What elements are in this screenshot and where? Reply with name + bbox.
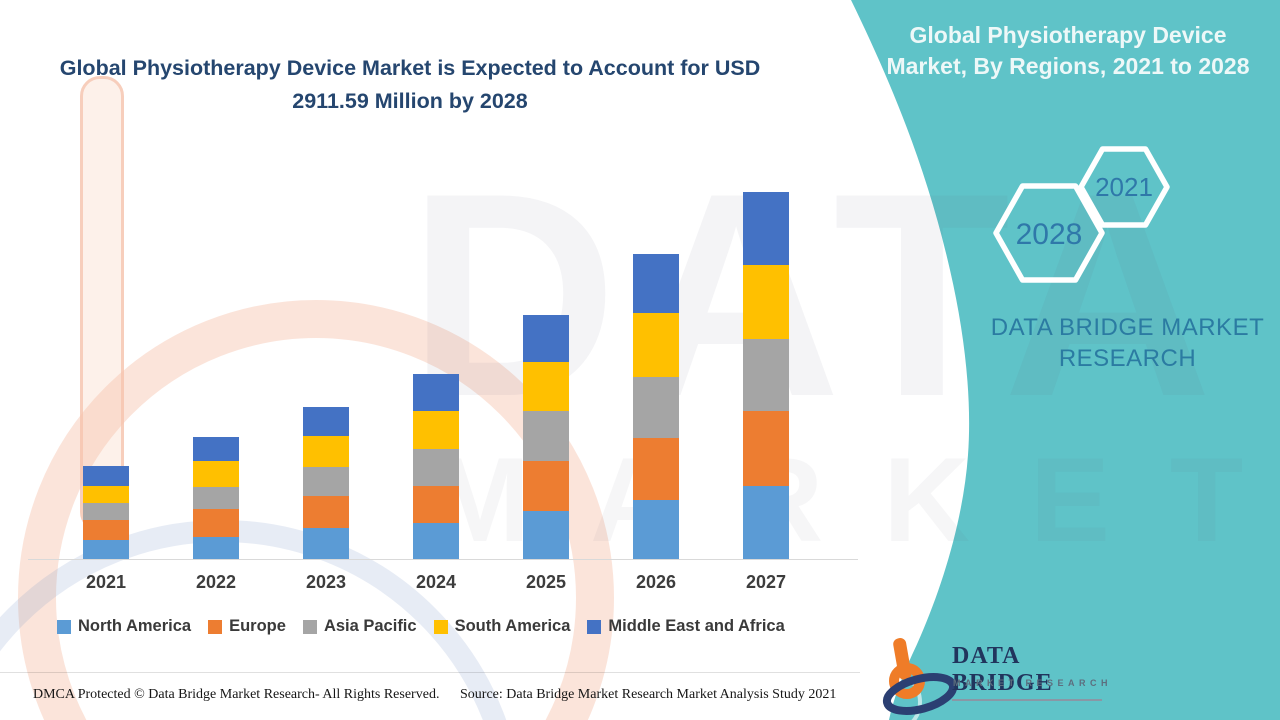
legend-item: Europe xyxy=(208,617,286,636)
bar-segment xyxy=(413,523,459,559)
bar-segment xyxy=(743,192,789,265)
legend-label: Europe xyxy=(229,617,286,635)
bar-segment xyxy=(413,411,459,449)
bar-segment xyxy=(303,528,349,559)
brand-text: DATA BRIDGE MARKET RESEARCH xyxy=(985,312,1270,374)
x-axis-label: 2023 xyxy=(305,572,347,592)
bar-2025 xyxy=(523,315,569,559)
x-axis-label: 2027 xyxy=(745,572,787,592)
bar-segment xyxy=(83,540,129,559)
x-axis-label: 2022 xyxy=(195,572,237,592)
legend-item: Asia Pacific xyxy=(302,617,417,636)
legend-swatch-icon xyxy=(57,619,71,634)
footer-divider xyxy=(0,672,860,673)
x-axis-line xyxy=(28,559,858,560)
bar-2024 xyxy=(413,374,459,559)
bar-segment xyxy=(633,438,679,500)
bar-segment xyxy=(743,411,789,486)
logo-subtext: MARKET RESEARCH xyxy=(953,678,1113,688)
bar-segment xyxy=(413,449,459,486)
legend-label: North America xyxy=(78,617,192,635)
bar-segment xyxy=(193,437,239,461)
bar-segment xyxy=(523,315,569,362)
bar-segment xyxy=(193,537,239,559)
stacked-bar-chart: 2021 2022 2023 2024 2025 2026 2027 xyxy=(28,192,858,592)
bar-segment xyxy=(633,500,679,559)
bar-segment xyxy=(83,520,129,540)
legend-swatch-icon xyxy=(302,619,317,634)
bar-segment xyxy=(193,461,239,487)
bar-segment xyxy=(743,339,789,411)
chart-title: Global Physiotherapy Device Market is Ex… xyxy=(59,56,761,113)
brand-text-line2: RESEARCH xyxy=(1058,345,1197,372)
bar-segment xyxy=(303,496,349,528)
bar-segment xyxy=(83,503,129,520)
bar-2021 xyxy=(83,466,129,559)
legend-item: North America xyxy=(57,617,191,636)
bar-segment xyxy=(413,486,459,523)
bar-segment xyxy=(83,466,129,486)
bar-segment xyxy=(523,411,569,461)
x-axis-label: 2025 xyxy=(525,572,567,592)
right-panel-heading: Global Physiotherapy Device Market, By R… xyxy=(886,22,1250,79)
footer-source: Source: Data Bridge Market Research Mark… xyxy=(460,687,837,702)
footer-copyright: DMCA Protected © Data Bridge Market Rese… xyxy=(33,687,440,702)
bar-segment xyxy=(303,407,349,436)
bar-segment xyxy=(303,467,349,496)
bar-2027 xyxy=(743,192,789,559)
legend-item: South America xyxy=(433,617,571,636)
legend-swatch-icon xyxy=(433,619,448,634)
legend-item: Middle East and Africa xyxy=(587,617,785,636)
bar-segment xyxy=(193,509,239,537)
logo-wordmark: DATA BRIDGE xyxy=(952,643,1102,701)
legend-label: Asia Pacific xyxy=(323,617,417,635)
bar-segment xyxy=(523,362,569,411)
bar-segment xyxy=(743,265,789,339)
bar-2022 xyxy=(193,437,239,559)
brand-text-line1: DATA BRIDGE MARKET xyxy=(990,314,1265,341)
hexagon-2028-label: 2028 xyxy=(1015,218,1083,251)
data-bridge-logo-icon xyxy=(878,638,958,720)
bar-segment xyxy=(523,511,569,559)
bar-segment xyxy=(633,254,679,313)
bar-segment xyxy=(633,377,679,438)
legend: North America Europe Asia Pacific South Ame… xyxy=(57,617,785,636)
bar-segment xyxy=(83,486,129,503)
bar-segment xyxy=(413,374,459,411)
bar-2023 xyxy=(303,407,349,559)
bar-segment xyxy=(523,461,569,511)
bar-2026 xyxy=(633,254,679,559)
legend-swatch-icon xyxy=(587,619,602,634)
hexagon-2021-label: 2021 xyxy=(1095,172,1153,202)
watermark-text-row2: MARKET RESEARCH xyxy=(430,433,1280,567)
x-axis-label: 2026 xyxy=(635,572,677,592)
legend-label: Middle East and Africa xyxy=(608,617,785,635)
legend-label: South America xyxy=(454,617,571,635)
x-axis-label: 2021 xyxy=(85,572,127,592)
bar-segment xyxy=(303,436,349,467)
x-axis-label: 2024 xyxy=(415,572,457,592)
bar-segment xyxy=(193,487,239,509)
legend-swatch-icon xyxy=(208,619,223,634)
bar-segment xyxy=(633,313,679,377)
bar-segment xyxy=(743,486,789,559)
